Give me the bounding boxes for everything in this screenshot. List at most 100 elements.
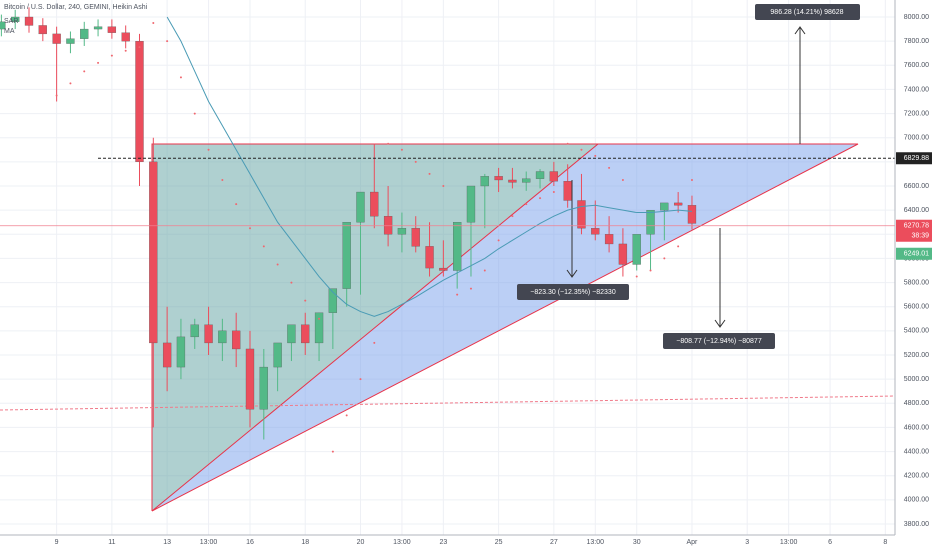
x-tick-label: 13:00 — [393, 539, 411, 546]
sar-dot — [373, 341, 376, 344]
sar-dot — [304, 299, 307, 302]
candle-body — [204, 324, 213, 344]
candle-body — [494, 176, 503, 181]
candle-body — [259, 366, 268, 410]
y-tick-label: 7000.00 — [904, 135, 929, 142]
candle-body — [11, 16, 20, 22]
sar-dot — [318, 317, 321, 320]
candle-body — [397, 228, 407, 235]
y-tick-label: 5200.00 — [904, 352, 929, 359]
candle-body — [121, 32, 130, 42]
candle-body — [232, 330, 241, 350]
candle-body — [425, 246, 434, 269]
candle-body — [356, 191, 365, 223]
candle-body — [660, 202, 669, 211]
sar-dot — [525, 203, 528, 206]
annotation: −823.30 (−12.35%) −82330 — [530, 289, 616, 296]
indicator-label: MA — [4, 28, 15, 35]
sar-dot — [469, 287, 472, 290]
candle-body — [535, 171, 545, 179]
candle-body — [328, 288, 338, 313]
sar-dot — [345, 414, 348, 417]
candles — [0, 7, 697, 440]
annotation: −808.77 (−12.94%) −80877 — [676, 338, 762, 345]
x-tick-label: 13 — [163, 539, 171, 546]
sar-dot — [400, 148, 403, 151]
candle-body — [52, 33, 61, 44]
candle-body — [190, 324, 199, 338]
y-tick-label: 7800.00 — [904, 38, 929, 45]
x-tick-label: 13:00 — [200, 539, 218, 546]
candle-body — [563, 181, 572, 201]
x-tick-label: 6 — [828, 539, 832, 546]
candle-body — [383, 216, 393, 235]
candle-body — [508, 179, 517, 183]
y-tick-label: 4000.00 — [904, 497, 929, 504]
sar-dot — [594, 154, 597, 157]
y-tick-label: 3800.00 — [904, 521, 929, 528]
candle-body — [577, 200, 586, 229]
arrow-head — [714, 319, 726, 328]
sar-dot — [580, 148, 583, 151]
sar-dot — [97, 61, 100, 64]
x-tick-label: 23 — [439, 539, 447, 546]
y-tick-label: 4800.00 — [904, 400, 929, 407]
sar-dot — [193, 112, 196, 115]
trend-line — [0, 395, 896, 411]
sar-dot — [608, 166, 611, 169]
x-tick-label: 30 — [633, 539, 641, 546]
annotation-box — [517, 284, 629, 300]
sar-dot — [235, 203, 238, 206]
candle-body — [107, 26, 117, 33]
sar-dot — [276, 263, 279, 266]
sar-dot — [539, 197, 542, 200]
candle-body — [591, 228, 600, 235]
sar-dot — [497, 239, 500, 242]
candle-body — [480, 176, 489, 187]
candle-body — [370, 191, 379, 217]
candle-body — [453, 222, 462, 271]
level-label: 6829.88 — [904, 155, 929, 162]
sar-dot — [83, 70, 86, 73]
sar-dot — [221, 178, 224, 181]
candle-body — [245, 348, 255, 410]
candle-body — [646, 209, 655, 235]
y-tick-label: 7200.00 — [904, 110, 929, 117]
chart-title: Bitcoin / U.S. Dollar, 240, GEMINI, Heik… — [4, 4, 148, 11]
y-tick-label: 7400.00 — [904, 86, 929, 93]
candle-body — [287, 324, 296, 344]
candle-body — [314, 312, 324, 344]
sar-dot — [442, 185, 445, 187]
sar-dot — [663, 257, 666, 260]
candle-body — [466, 185, 476, 223]
sar-dot — [152, 22, 155, 25]
axes: 8000.00 7800.00 7600.00 7400.00 7200.00 7000.… — [55, 14, 932, 546]
candle-body — [632, 234, 641, 265]
sar-dot — [677, 245, 680, 248]
candle-body — [549, 171, 559, 182]
sar-dot — [387, 142, 390, 145]
sar-dot — [290, 281, 293, 284]
sar-dot — [566, 142, 569, 145]
candle-body — [0, 21, 6, 30]
x-tick-label: 9 — [55, 539, 59, 546]
candle-body — [411, 228, 420, 247]
candle-body — [135, 40, 144, 163]
x-tick-label: 25 — [495, 539, 503, 546]
candle-body — [439, 267, 448, 271]
x-tick-label: 3 — [745, 539, 749, 546]
candle-body — [618, 243, 628, 265]
candle-body — [342, 222, 351, 289]
sar-dot — [262, 245, 265, 248]
x-tick-label: 11 — [108, 539, 115, 546]
candle-body — [301, 324, 310, 344]
x-tick-label: 13:00 — [587, 539, 605, 546]
candle-body — [218, 330, 227, 344]
overlays: 986.28 (14.21%) 98628 −823.30 (−12.35%) … — [0, 4, 895, 453]
sar-dot — [414, 160, 417, 163]
y-tick-label: 4200.00 — [904, 473, 929, 480]
sar-dot — [331, 450, 334, 453]
sar-dot — [649, 269, 652, 272]
sar-dot — [511, 215, 514, 218]
y-tick-label: 4400.00 — [904, 448, 929, 455]
